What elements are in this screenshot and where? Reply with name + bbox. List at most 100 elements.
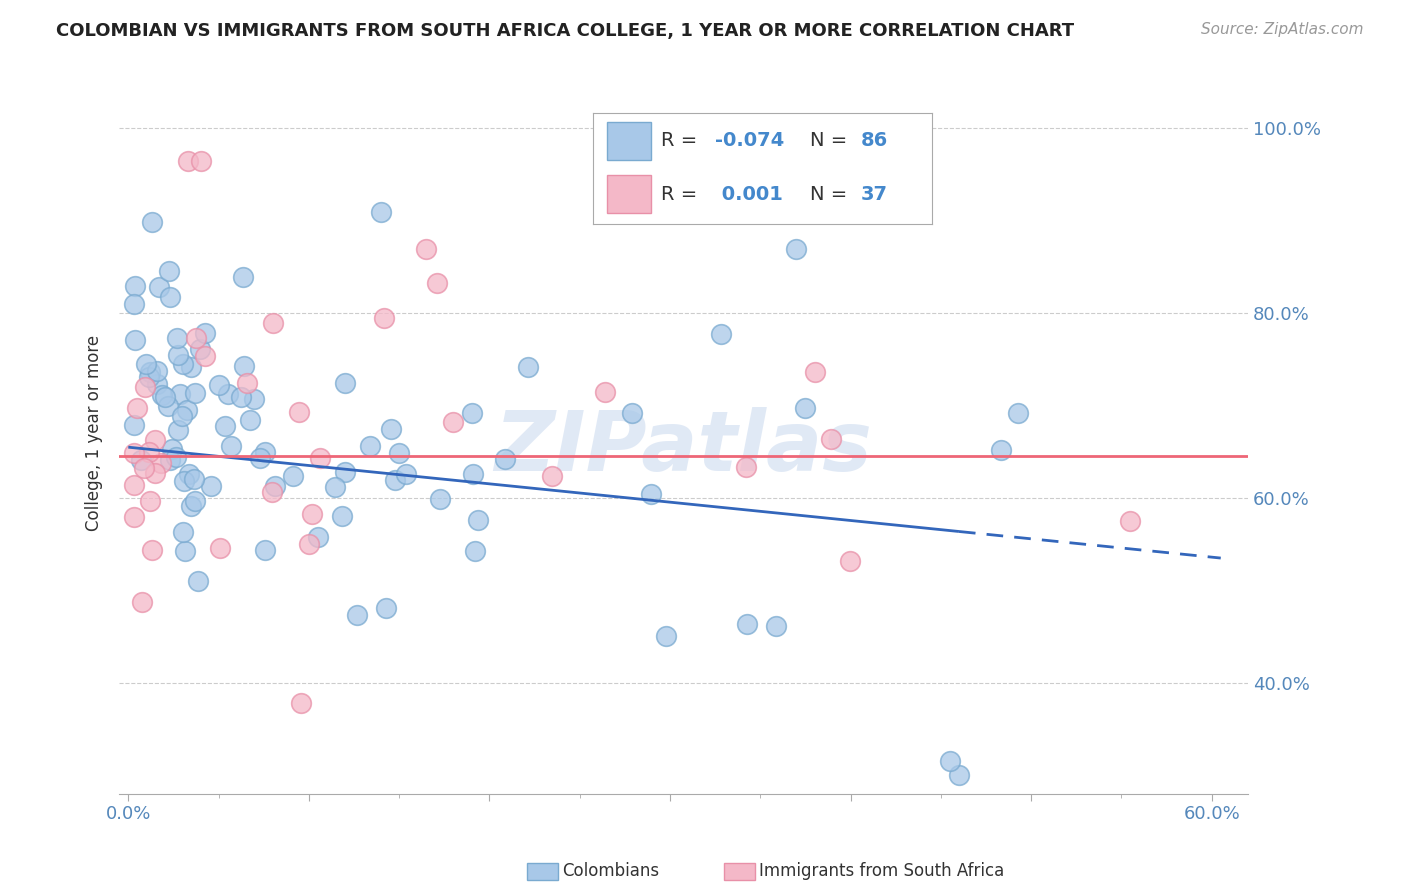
Point bbox=[373, 311, 395, 326]
Point bbox=[156, 399, 179, 413]
Point bbox=[298, 537, 321, 551]
Point bbox=[190, 153, 212, 168]
Point bbox=[990, 442, 1012, 457]
Point bbox=[184, 331, 207, 345]
Point bbox=[165, 450, 187, 465]
Point bbox=[217, 387, 239, 401]
Point bbox=[394, 467, 416, 481]
Point bbox=[187, 574, 209, 589]
Point bbox=[593, 384, 616, 399]
Point bbox=[359, 439, 381, 453]
Point bbox=[153, 390, 176, 404]
Point bbox=[333, 465, 356, 479]
Point bbox=[170, 409, 193, 423]
Point bbox=[180, 499, 202, 513]
Point bbox=[281, 469, 304, 483]
Point bbox=[179, 467, 201, 482]
Point bbox=[148, 279, 170, 293]
Point bbox=[948, 768, 970, 782]
Point bbox=[145, 377, 167, 392]
Text: COLOMBIAN VS IMMIGRANTS FROM SOUTH AFRICA COLLEGE, 1 YEAR OR MORE CORRELATION CH: COLOMBIAN VS IMMIGRANTS FROM SOUTH AFRIC… bbox=[56, 22, 1074, 40]
Point bbox=[323, 480, 346, 494]
Point bbox=[131, 595, 153, 609]
Point bbox=[1007, 406, 1029, 420]
Point bbox=[159, 264, 181, 278]
Point bbox=[710, 327, 733, 342]
Point bbox=[346, 607, 368, 622]
Point bbox=[384, 473, 406, 487]
Point bbox=[183, 472, 205, 486]
Point bbox=[159, 290, 181, 304]
Point bbox=[122, 477, 145, 491]
Point bbox=[124, 279, 146, 293]
Point bbox=[233, 359, 256, 373]
Point bbox=[621, 407, 644, 421]
Point bbox=[309, 451, 332, 466]
Point bbox=[785, 242, 807, 256]
Point bbox=[172, 524, 194, 539]
Point bbox=[540, 468, 562, 483]
Point bbox=[184, 494, 207, 508]
Point bbox=[735, 617, 758, 632]
Point bbox=[288, 405, 311, 419]
Point bbox=[415, 242, 437, 256]
Point bbox=[169, 387, 191, 401]
Point bbox=[426, 276, 449, 290]
Point bbox=[208, 541, 231, 555]
Point bbox=[388, 446, 411, 460]
Point bbox=[253, 543, 276, 558]
Point bbox=[1119, 514, 1142, 528]
Point bbox=[138, 370, 160, 384]
Point bbox=[804, 365, 827, 379]
Text: Colombians: Colombians bbox=[562, 863, 659, 880]
Point bbox=[330, 508, 353, 523]
Point bbox=[149, 456, 172, 470]
Point bbox=[461, 467, 484, 481]
Point bbox=[143, 466, 166, 480]
Point bbox=[262, 316, 284, 330]
Point bbox=[232, 270, 254, 285]
Point bbox=[380, 422, 402, 436]
Point bbox=[375, 600, 398, 615]
Point bbox=[184, 386, 207, 401]
Point bbox=[122, 446, 145, 460]
Point bbox=[159, 453, 181, 467]
Point bbox=[146, 364, 169, 378]
Point bbox=[172, 357, 194, 371]
Point bbox=[793, 401, 815, 416]
Point bbox=[208, 377, 231, 392]
Point bbox=[124, 333, 146, 347]
Point bbox=[166, 423, 188, 437]
Text: Immigrants from South Africa: Immigrants from South Africa bbox=[759, 863, 1004, 880]
Point bbox=[166, 331, 188, 345]
Point bbox=[143, 433, 166, 447]
Point bbox=[160, 442, 183, 456]
Point bbox=[214, 419, 236, 434]
Point bbox=[249, 450, 271, 465]
Point bbox=[820, 432, 842, 446]
Point bbox=[135, 357, 157, 371]
Point bbox=[124, 297, 146, 311]
Point bbox=[122, 509, 145, 524]
Point bbox=[219, 439, 242, 453]
Point bbox=[464, 544, 486, 558]
Point bbox=[139, 365, 162, 379]
Point bbox=[253, 444, 276, 458]
Point bbox=[307, 531, 329, 545]
Point bbox=[139, 494, 162, 508]
Point bbox=[264, 479, 287, 493]
Point bbox=[134, 461, 156, 475]
Point bbox=[290, 696, 312, 710]
Point bbox=[939, 755, 962, 769]
Point bbox=[138, 444, 160, 458]
Point bbox=[125, 401, 148, 415]
Point bbox=[516, 359, 538, 374]
Text: Source: ZipAtlas.com: Source: ZipAtlas.com bbox=[1201, 22, 1364, 37]
Point bbox=[173, 474, 195, 488]
Point bbox=[188, 343, 211, 357]
Point bbox=[467, 512, 489, 526]
Point bbox=[262, 485, 284, 500]
Point bbox=[640, 487, 662, 501]
Point bbox=[180, 360, 202, 375]
Text: ZIPatlas: ZIPatlas bbox=[495, 408, 873, 488]
